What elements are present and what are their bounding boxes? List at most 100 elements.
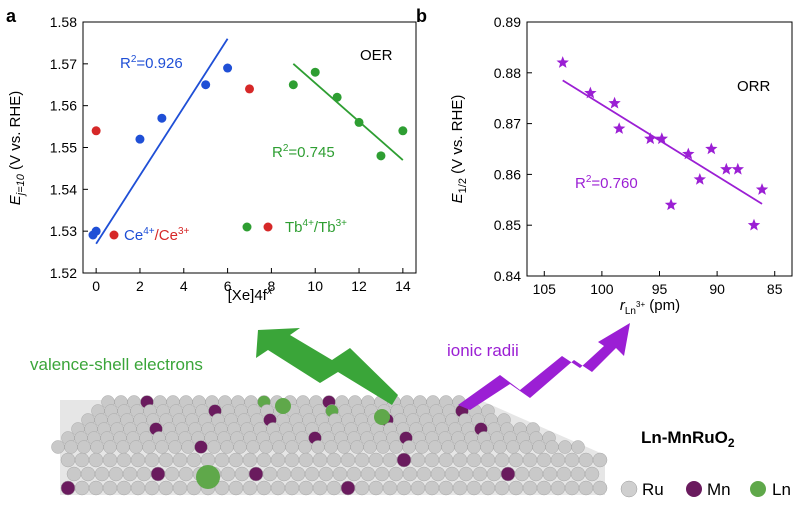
panel-a-fit-label-green-main: R xyxy=(272,144,283,161)
atom xyxy=(324,440,338,454)
y-tick-label: 0.87 xyxy=(494,116,521,132)
atom xyxy=(256,480,272,496)
panel-a-fit-label-green: R2=0.745 xyxy=(272,143,335,161)
atom xyxy=(550,452,566,468)
data-point-star xyxy=(705,142,718,155)
panel-a-fit-label-blue-main: R xyxy=(120,55,131,72)
atom xyxy=(454,440,468,454)
atom xyxy=(584,466,600,482)
atom xyxy=(103,440,117,454)
atom xyxy=(270,480,286,496)
data-point xyxy=(354,117,364,127)
atom xyxy=(532,440,546,454)
atom xyxy=(368,452,384,468)
atom xyxy=(415,440,429,454)
panel-b-x-label-rest: (pm) xyxy=(645,297,680,314)
atom xyxy=(116,452,132,468)
atom-ln-large xyxy=(196,465,220,489)
material-title-sub: 2 xyxy=(728,436,735,450)
atom xyxy=(444,466,460,482)
atom xyxy=(522,452,538,468)
panel-a-points xyxy=(91,63,408,236)
material-title: Ln-MnRuO2 xyxy=(641,428,735,450)
material-title-main: Ln-MnRuO xyxy=(641,428,728,447)
atom xyxy=(363,440,377,454)
data-point xyxy=(332,92,342,102)
atom xyxy=(382,480,398,496)
atom xyxy=(116,440,130,454)
x-tick-label: 14 xyxy=(395,278,411,294)
legend-ce-mid: /Ce xyxy=(155,227,178,244)
atom xyxy=(519,440,533,454)
legend-tb-sup1: 4+ xyxy=(303,218,315,229)
atom xyxy=(130,480,146,496)
atom xyxy=(340,452,356,468)
atom xyxy=(494,480,510,496)
atom xyxy=(441,440,455,454)
legend-ce-base: Ce xyxy=(124,227,143,244)
data-point xyxy=(398,126,408,136)
panel-a-fit-label-blue: R2=0.926 xyxy=(120,54,183,72)
panel-b-y-label: E1/2 (V vs. RHE) xyxy=(449,95,469,204)
ionic-radii-label: ionic radii xyxy=(447,341,519,360)
atom xyxy=(428,440,442,454)
legend-ce-sup2: 3+ xyxy=(178,226,190,237)
y-tick-label: 1.55 xyxy=(50,140,77,156)
atom xyxy=(142,440,156,454)
atom xyxy=(77,440,91,454)
panel-a-label: a xyxy=(6,6,17,26)
atom xyxy=(64,440,78,454)
atom xyxy=(522,480,538,496)
legend-tb-label: Tb4+/Tb3+ xyxy=(285,218,347,236)
atom xyxy=(416,466,432,482)
atom xyxy=(556,466,572,482)
atom xyxy=(402,466,418,482)
atom xyxy=(136,466,152,482)
atom xyxy=(452,452,468,468)
atom xyxy=(354,452,370,468)
panel-b-fit-label: R2=0.760 xyxy=(575,174,638,192)
legend-ru-label: Ru xyxy=(642,480,664,499)
atom xyxy=(200,452,216,468)
panel-b-fit-label-rest: =0.760 xyxy=(591,175,637,192)
panel-a-y-label-rest: (V vs. RHE) xyxy=(7,91,24,174)
y-tick-label: 0.84 xyxy=(494,268,521,284)
atom xyxy=(500,466,516,482)
atom xyxy=(564,452,580,468)
atom xyxy=(570,466,586,482)
panel-b-annotation: ORR xyxy=(737,78,771,95)
atom xyxy=(60,452,76,468)
atom xyxy=(220,440,234,454)
x-tick-label: 10 xyxy=(307,278,323,294)
data-point-star xyxy=(556,56,569,68)
x-tick-label: 90 xyxy=(709,281,725,297)
atom-lattice xyxy=(51,395,608,496)
atom xyxy=(438,480,454,496)
atom xyxy=(542,466,558,482)
atom xyxy=(102,452,118,468)
atom xyxy=(424,480,440,496)
atom xyxy=(108,466,124,482)
atom xyxy=(172,480,188,496)
atom xyxy=(74,452,90,468)
atom xyxy=(90,440,104,454)
atom xyxy=(60,480,76,496)
atom xyxy=(88,480,104,496)
atom xyxy=(150,466,166,482)
legend-tb-base: Tb xyxy=(285,219,303,236)
data-point-star xyxy=(731,162,744,175)
fit-line xyxy=(562,79,763,205)
legend-tb3-marker xyxy=(263,222,273,232)
atom xyxy=(181,440,195,454)
atom xyxy=(298,452,314,468)
panel-a-fit-label-blue-sup: 2 xyxy=(131,54,137,65)
atom xyxy=(178,466,194,482)
data-point-star xyxy=(655,132,668,145)
atom xyxy=(276,466,292,482)
legend-tb-sup2: 3+ xyxy=(336,218,348,229)
panel-a-fit-lines xyxy=(95,38,404,245)
atom xyxy=(452,480,468,496)
atom xyxy=(458,466,474,482)
data-point xyxy=(288,80,298,90)
